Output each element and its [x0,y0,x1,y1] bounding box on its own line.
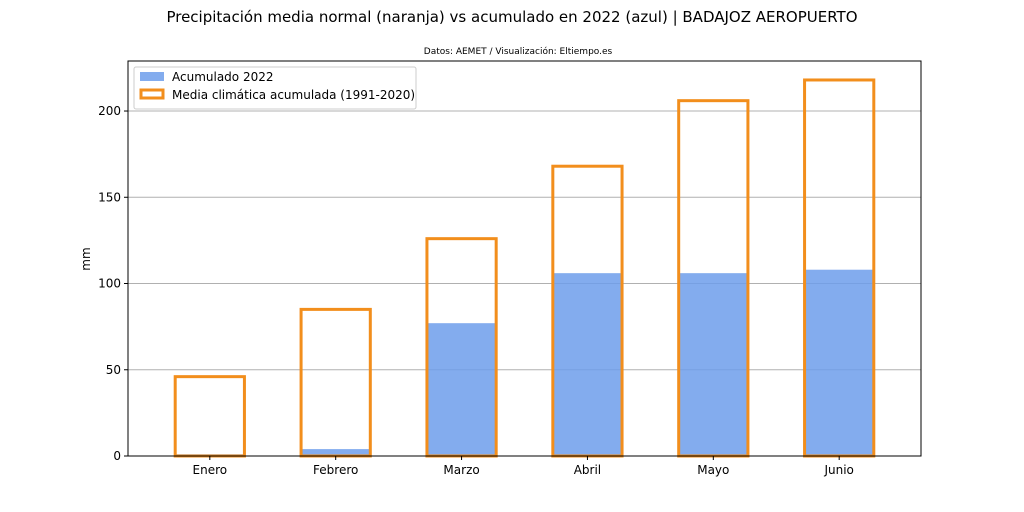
y-tick-label: 200 [98,104,121,118]
legend-swatch-acumulado [140,72,164,81]
y-tick-label: 100 [98,277,121,291]
bars [173,78,876,458]
bar-media-febrero [299,307,372,458]
bar-acumulado-junio [804,269,874,456]
chart-title: Precipitación media normal (naranja) vs … [166,8,857,26]
y-tick-label: 0 [113,449,121,463]
bar-acumulado-abril [552,273,623,456]
bar-acumulado-marzo [426,323,497,456]
legend-frame [133,66,417,110]
y-axis-label: mm [79,247,93,270]
grid-lines [128,110,921,371]
legend-swatch-media [139,88,165,100]
legend: Acumulado 2022 Media climática acumulada… [133,66,417,110]
x-tick-label: Mayo [697,463,729,477]
bar-acumulado-mayo [678,273,748,456]
x-tick-label: Febrero [313,463,358,477]
y-tick-label: 150 [98,190,121,204]
y-tick-label: 50 [106,363,121,377]
bar-media-enero [173,375,246,458]
x-tick-label: Enero [193,463,228,477]
chart-subtitle: Datos: AEMET / Visualización: Eltiempo.e… [424,46,613,57]
axes: 0 50 100 150 200 Enero Febrero Marzo Abril Mayo Ju… [98,104,854,477]
x-tick-label: Abril [574,463,601,477]
legend-label-media: Media climática acumulada (1991-2020) [172,88,415,102]
plot-frame [127,60,922,457]
x-tick-label: Junio [823,463,853,477]
bar-acumulado-febrero [301,449,371,456]
x-tick-label: Marzo [443,463,479,477]
legend-label-acumulado: Acumulado 2022 [172,70,274,84]
